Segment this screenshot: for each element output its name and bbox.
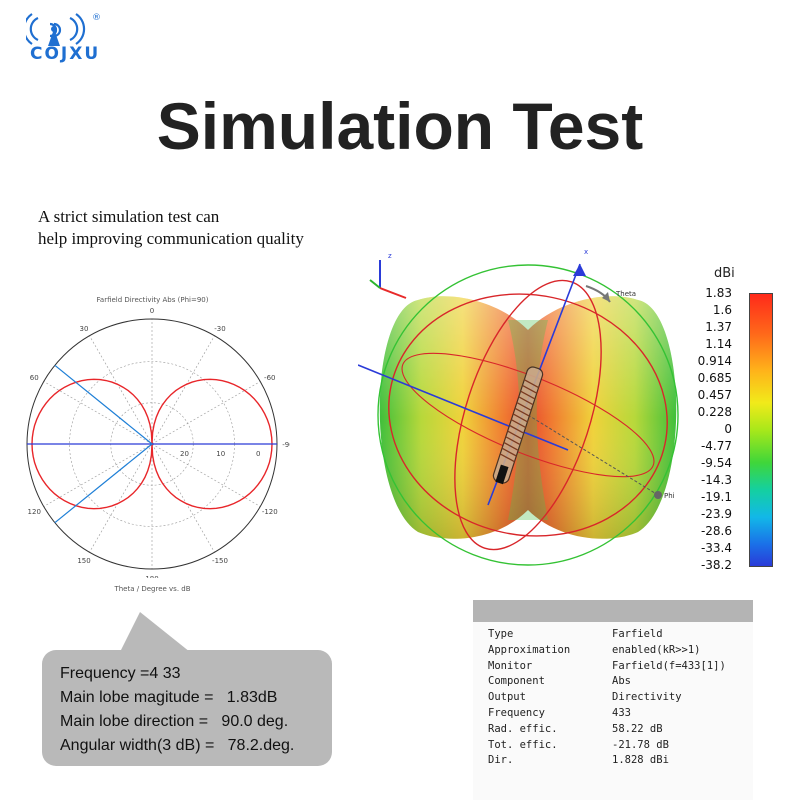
legend-tick-label: 1.14 (705, 337, 732, 351)
legend-tick-label: 0.457 (697, 388, 732, 402)
polar-angle-label: -30 (214, 325, 225, 333)
property-key: Dir. (488, 754, 514, 767)
polar-angle-label: -120 (262, 508, 278, 516)
legend-tick-label: -19.1 (700, 490, 732, 504)
legend-tick-label: -33.4 (700, 541, 732, 555)
summary-main-lobe-magnitude: Main lobe magitude = 1.83dB (60, 689, 278, 706)
subtitle-line-2: help improving communication quality (38, 229, 304, 248)
beamwidth-line (54, 364, 153, 445)
property-value: enabled(kR>>1) (612, 643, 701, 656)
property-key: Frequency (488, 707, 545, 719)
red-ring-outer (388, 293, 668, 537)
polar-radial-label: 20 (180, 450, 189, 458)
polar-angle-label: 0 (150, 307, 154, 315)
green-ring (377, 264, 679, 566)
polar-angle-label: 60 (30, 374, 39, 382)
property-value: 58.22 dB (612, 722, 663, 735)
property-key: Approximation (488, 643, 571, 656)
polar-angle-label: 180 (145, 575, 158, 578)
legend-tick-label: -9.54 (700, 456, 732, 470)
summary-bubble (42, 650, 332, 766)
legend-tick-label: 1.37 (705, 320, 732, 334)
legend-tick-label: -14.3 (700, 473, 732, 487)
properties-panel (473, 600, 753, 800)
polar-angle-label: -60 (264, 374, 275, 382)
beamwidth-line (54, 443, 153, 524)
axis-label-phi: Phi (664, 492, 675, 500)
legend-tick-label: -23.9 (700, 507, 732, 521)
summary-frequency: Frequency =4 33 (60, 665, 181, 682)
legend-tick-label: -28.6 (700, 524, 732, 538)
polar-angle-label: -90 (282, 441, 290, 449)
polar-plot-xlabel: Theta / Degree vs. dB (114, 585, 191, 593)
polar-angle-label: 120 (28, 508, 41, 516)
polar-angle-label: 150 (77, 557, 90, 565)
colorbar (749, 293, 773, 567)
phi-marker-icon (654, 491, 662, 499)
legend-tick-label: 0.685 (697, 371, 732, 385)
legend-unit: dBi (714, 266, 735, 281)
properties-panel-header (473, 600, 753, 622)
summary-angular-width: Angular width(3 dB) = 78.2.deg. (60, 737, 295, 754)
property-value: Abs (612, 675, 631, 688)
legend-tick-label: 1.83 (705, 286, 732, 300)
property-key: Component (488, 675, 545, 688)
axes-triad-icon (369, 260, 407, 299)
registered-mark: ® (92, 13, 101, 23)
brand-name: COJXU (30, 44, 101, 64)
property-key: Output (488, 691, 526, 704)
bubble-tail (120, 612, 190, 652)
property-value: 1.828 dBi (612, 754, 669, 767)
property-key: Rad. effic. (488, 722, 558, 735)
page-title: Simulation Test (156, 89, 644, 163)
legend-tick-label: -4.77 (700, 439, 732, 453)
axis-label-z: z (388, 252, 392, 260)
property-key: Tot. effic. (488, 738, 558, 751)
brand-logo-icon: ® (26, 13, 101, 46)
axis-label-x: x (584, 248, 588, 256)
polar-radial-label: 0 (256, 450, 260, 458)
property-key: Type (488, 628, 514, 640)
property-value: 433 (612, 707, 631, 719)
red-ring-meridian (454, 279, 602, 551)
property-value: Directivity (612, 691, 682, 704)
summary-main-lobe-direction: Main lobe direction = 90.0 deg. (60, 713, 289, 730)
horizontal-axis (358, 364, 569, 451)
legend-tick-label: 0.228 (697, 405, 732, 419)
subtitle-line-1: A strict simulation test can (38, 207, 220, 226)
legend-tick-label: -38.2 (700, 558, 732, 572)
property-value: Farfield (612, 628, 663, 640)
legend-tick-label: 0 (724, 422, 732, 436)
property-value: Farfield(f=433[1]) (612, 659, 726, 672)
polar-angle-label: -150 (212, 557, 228, 565)
farfield-3d-plot: z Theta Phi x (358, 248, 679, 566)
legend-tick-label: 1.6 (712, 303, 732, 317)
axis-label-theta: Theta (615, 290, 636, 298)
property-value: -21.78 dB (612, 738, 669, 751)
legend-tick-label: 0.914 (697, 354, 732, 368)
polar-plot-title: Farfield Directivity Abs (Phi=90) (96, 296, 209, 304)
polar-radial-label: 10 (216, 450, 225, 458)
polar-angle-label: 30 (80, 325, 89, 333)
property-key: Monitor (488, 659, 533, 672)
antenna-coil-icon (492, 366, 544, 485)
